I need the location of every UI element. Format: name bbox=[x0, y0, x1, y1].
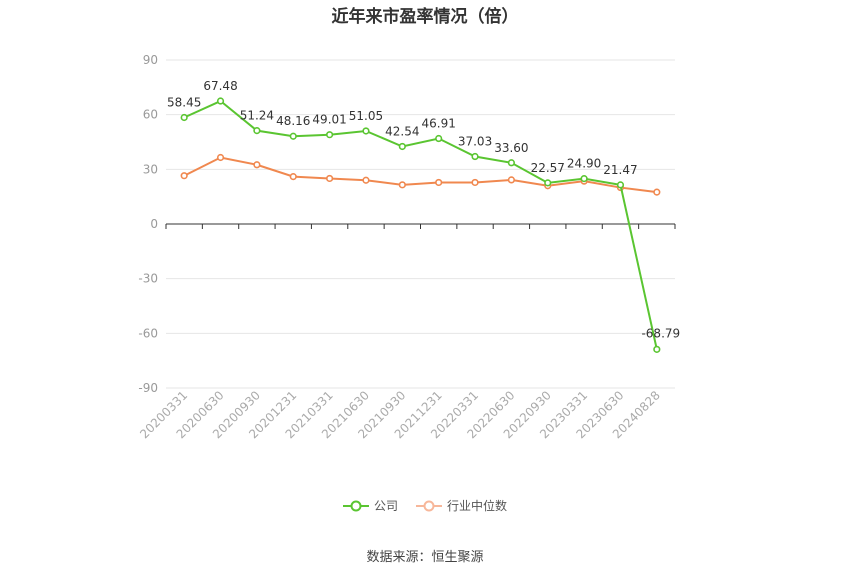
legend-item-company[interactable]: 公司 bbox=[342, 497, 398, 514]
data-point[interactable] bbox=[580, 175, 588, 183]
data-label: 33.60 bbox=[494, 141, 528, 155]
data-point[interactable] bbox=[362, 176, 370, 184]
legend: 公司 行业中位数 bbox=[0, 497, 850, 514]
data-point[interactable] bbox=[216, 153, 225, 162]
data-label: 42.54 bbox=[385, 124, 419, 138]
data-point[interactable] bbox=[471, 152, 479, 161]
data-point[interactable] bbox=[180, 172, 188, 180]
data-point[interactable] bbox=[653, 188, 661, 196]
line-chart: 90 60 30 0 -30 -60 -90 20200331202006302020093… bbox=[137, 53, 680, 441]
data-point[interactable] bbox=[216, 97, 225, 105]
y-tick-label: 0 bbox=[150, 217, 158, 231]
legend-marker-company bbox=[342, 500, 369, 511]
y-tick-label: -60 bbox=[138, 326, 158, 340]
data-label: 46.91 bbox=[421, 117, 455, 131]
data-label: 37.03 bbox=[458, 135, 492, 149]
data-source: 数据来源：恒生聚源 bbox=[366, 550, 484, 565]
data-point[interactable] bbox=[326, 131, 334, 139]
y-axis-ticks: 90 60 30 0 -30 -60 -90 bbox=[138, 53, 158, 395]
x-axis: 2020033120200630202009302020123120210331… bbox=[137, 223, 676, 441]
series-line-1 bbox=[183, 156, 657, 194]
data-point[interactable] bbox=[653, 345, 661, 353]
y-tick-label: 60 bbox=[143, 108, 158, 122]
legend-marker-industry-median bbox=[416, 500, 442, 511]
chart-title: 近年来市盈率情况（倍） bbox=[331, 7, 519, 27]
y-tick-label: 90 bbox=[143, 53, 158, 67]
series-group bbox=[180, 97, 661, 353]
data-point[interactable] bbox=[289, 132, 297, 140]
data-point[interactable] bbox=[398, 142, 406, 151]
data-point[interactable] bbox=[326, 174, 334, 183]
data-point[interactable] bbox=[180, 113, 188, 122]
data-point[interactable] bbox=[471, 178, 479, 187]
data-point[interactable] bbox=[507, 159, 515, 167]
data-label: 51.24 bbox=[240, 109, 274, 123]
data-point[interactable] bbox=[253, 127, 261, 135]
y-tick-label: -30 bbox=[138, 272, 158, 286]
data-point[interactable] bbox=[616, 181, 625, 189]
legend-item-industry-median[interactable]: 行业中位数 bbox=[416, 497, 507, 514]
y-tick-label: 30 bbox=[143, 162, 158, 176]
data-label: 67.48 bbox=[203, 79, 237, 93]
legend-label-industry-median: 行业中位数 bbox=[447, 499, 508, 513]
legend-label-company: 公司 bbox=[373, 499, 398, 513]
data-label: -68.79 bbox=[641, 326, 680, 340]
data-point[interactable] bbox=[253, 161, 261, 169]
data-label: 58.45 bbox=[167, 95, 201, 109]
data-point[interactable] bbox=[398, 181, 406, 189]
data-label: 51.05 bbox=[349, 109, 383, 123]
data-label: 21.47 bbox=[603, 163, 637, 177]
series-line-0 bbox=[183, 99, 658, 350]
data-point[interactable] bbox=[544, 179, 552, 187]
data-point[interactable] bbox=[507, 176, 515, 184]
data-label: 24.90 bbox=[567, 157, 601, 171]
data-label: 48.16 bbox=[276, 114, 310, 128]
y-tick-label: -90 bbox=[138, 381, 158, 395]
data-label: 49.01 bbox=[312, 113, 346, 127]
data-point[interactable] bbox=[289, 173, 297, 181]
data-point[interactable] bbox=[435, 178, 443, 187]
data-point[interactable] bbox=[362, 127, 370, 135]
data-label: 22.57 bbox=[531, 161, 565, 175]
data-point[interactable] bbox=[435, 134, 443, 143]
grid-lines bbox=[166, 59, 675, 389]
